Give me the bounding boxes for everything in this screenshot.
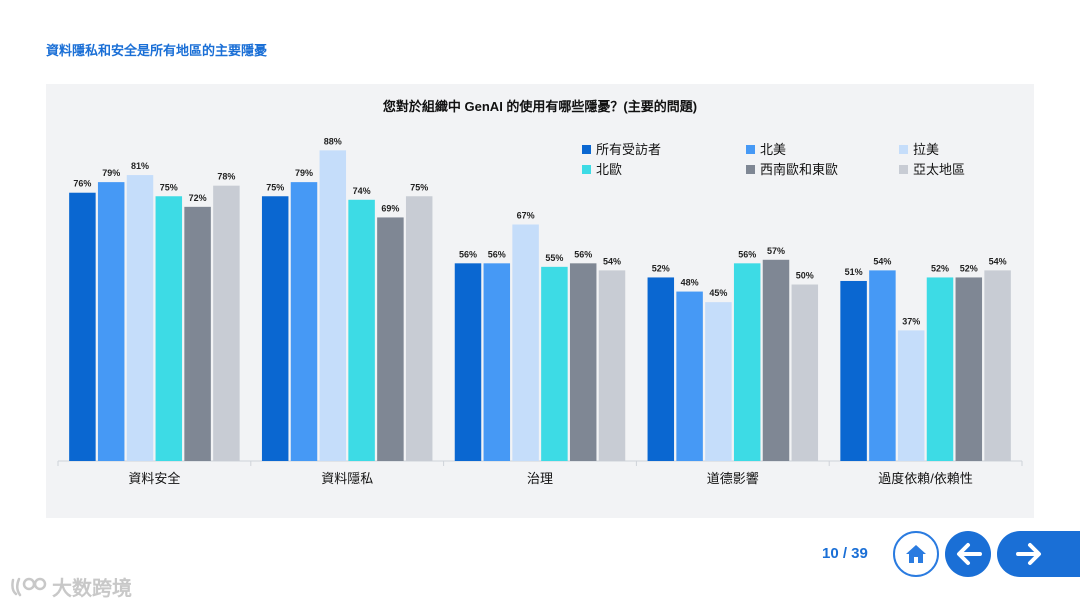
watermark: 大数跨境 <box>10 572 132 601</box>
bar <box>454 263 482 461</box>
data-label: 74% <box>353 186 371 196</box>
data-label: 81% <box>131 161 149 171</box>
data-label: 56% <box>459 249 477 259</box>
bar <box>926 277 954 461</box>
data-label: 69% <box>381 203 399 213</box>
bar <box>791 284 819 461</box>
legend-label: 西南歐和東歐 <box>760 162 838 177</box>
data-label: 54% <box>873 256 891 266</box>
category-label: 資料安全 <box>128 471 180 486</box>
data-label: 56% <box>574 249 592 259</box>
data-label: 45% <box>709 288 727 298</box>
bar <box>377 217 404 461</box>
watermark-logo-icon <box>11 577 47 596</box>
bar <box>897 330 925 461</box>
category-label: 治理 <box>527 471 553 486</box>
page-counter: 10 / 39 <box>822 545 868 562</box>
data-label: 52% <box>960 263 978 273</box>
previous-page-button[interactable] <box>945 531 991 577</box>
bar <box>97 182 125 461</box>
arrow-left-icon <box>957 543 982 565</box>
data-label: 76% <box>73 179 91 189</box>
data-label: 88% <box>324 136 342 146</box>
bar <box>483 263 511 461</box>
bar <box>261 196 289 461</box>
legend-swatch <box>582 145 591 154</box>
data-label: 72% <box>189 193 207 203</box>
bar <box>512 224 539 461</box>
bar <box>984 270 1011 461</box>
data-label: 55% <box>545 253 563 263</box>
bar <box>69 192 96 461</box>
chart-panel: 您對於組織中 GenAI 的使用有哪些隱憂？(主要的問題) 76% 79% 81% 7… <box>46 84 1034 518</box>
data-label: 50% <box>796 271 814 281</box>
legend-label: 北美 <box>760 142 786 157</box>
data-label: 79% <box>102 168 120 178</box>
legend-swatch <box>899 165 908 174</box>
bar <box>840 280 867 461</box>
data-label: 78% <box>217 172 235 182</box>
data-label: 79% <box>295 168 313 178</box>
home-icon <box>906 545 926 563</box>
home-button[interactable] <box>893 531 939 577</box>
legend-label: 北歐 <box>596 162 622 177</box>
legend-swatch <box>746 145 755 154</box>
data-label: 56% <box>738 249 756 259</box>
legend-label: 亞太地區 <box>913 162 965 177</box>
watermark-text: 大数跨境 <box>52 578 132 600</box>
bar <box>676 291 703 461</box>
legend-label: 所有受訪者 <box>596 142 661 157</box>
data-label: 37% <box>902 316 920 326</box>
data-label: 51% <box>845 267 863 277</box>
data-label: 48% <box>681 278 699 288</box>
data-label: 52% <box>931 263 949 273</box>
bar <box>647 277 675 461</box>
chart-title: 您對於組織中 GenAI 的使用有哪些隱憂？(主要的問題) <box>382 99 698 114</box>
bar <box>869 270 896 461</box>
data-label: 54% <box>603 256 621 266</box>
bar <box>348 199 375 461</box>
bar <box>569 263 597 461</box>
bar <box>213 185 240 461</box>
data-label: 67% <box>517 210 535 220</box>
bar <box>598 270 626 461</box>
bar <box>541 266 568 461</box>
category-label: 道德影響 <box>707 471 759 486</box>
bar <box>290 182 318 461</box>
data-label: 57% <box>767 246 785 256</box>
data-label: 52% <box>652 263 670 273</box>
data-label: 75% <box>160 182 178 192</box>
bar <box>155 196 183 461</box>
bar <box>184 206 211 461</box>
bar <box>762 259 790 461</box>
bar <box>319 150 347 462</box>
legend-swatch <box>746 165 755 174</box>
data-label: 56% <box>488 249 506 259</box>
category-label: 過度依賴/依賴性 <box>878 471 973 486</box>
page-title: 資料隱私和安全是所有地區的主要隱憂 <box>46 43 268 58</box>
bar <box>126 175 154 461</box>
legend-swatch <box>899 145 908 154</box>
category-label: 資料隱私 <box>321 471 373 486</box>
bar <box>955 277 983 461</box>
legend-swatch <box>582 165 591 174</box>
bar <box>405 196 433 461</box>
legend-label: 拉美 <box>913 142 939 157</box>
bar-chart: 76% 79% 81% 75% 72% 78% 資料安全 75% 79% 88% 74% 69% 75%… <box>57 136 1023 486</box>
data-label: 54% <box>989 256 1007 266</box>
data-label: 75% <box>410 182 428 192</box>
bar <box>733 263 761 461</box>
next-page-button[interactable] <box>997 531 1080 577</box>
data-label: 75% <box>266 182 284 192</box>
arrow-right-icon <box>1015 543 1041 565</box>
bar <box>705 302 732 461</box>
